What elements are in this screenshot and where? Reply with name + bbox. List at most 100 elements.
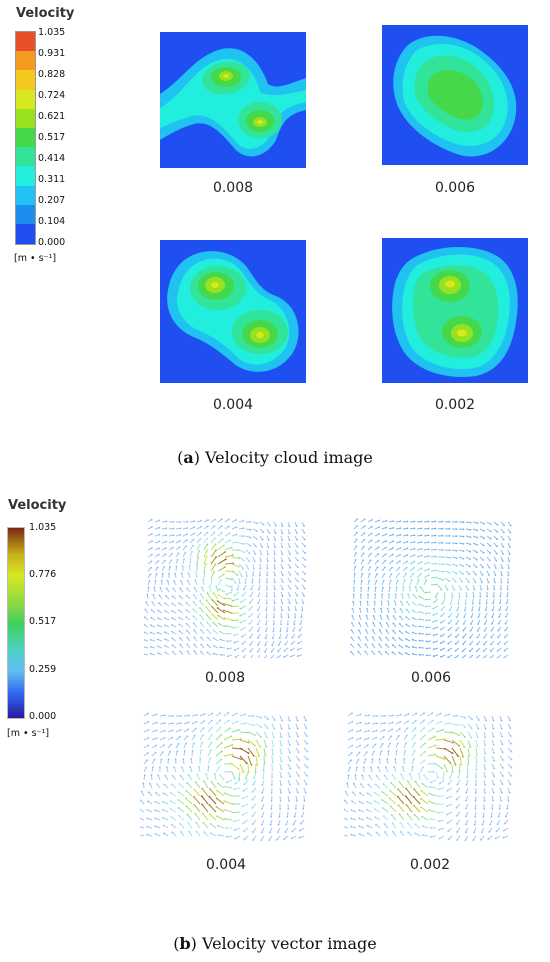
velocity-arrowhead — [206, 537, 209, 540]
velocity-arrowhead — [178, 616, 180, 619]
velocity-arrowhead — [216, 607, 219, 609]
velocity-arrowhead — [462, 528, 465, 531]
velocity-arrowhead — [509, 539, 512, 541]
velocity-arrowhead — [238, 778, 240, 780]
velocity-arrow — [483, 739, 486, 746]
velocity-arrow — [239, 763, 244, 773]
velocity-arrowhead — [465, 791, 468, 794]
velocity-arrowhead — [224, 551, 226, 553]
velocity-arrowhead — [361, 572, 364, 575]
velocity-arrow — [203, 822, 209, 829]
velocity-arrowhead — [196, 563, 198, 566]
velocity-arrow — [411, 758, 415, 765]
velocity-arrowhead — [171, 650, 174, 653]
velocity-arrow — [196, 550, 200, 558]
velocity-arrow — [435, 747, 446, 750]
velocity-arrowhead — [452, 741, 454, 744]
velocity-arrowhead — [179, 830, 182, 833]
velocity-arrowhead — [218, 588, 221, 591]
velocity-arrow — [140, 834, 145, 837]
vector-panel-label: 0.004 — [205, 857, 247, 873]
velocity-arrowhead — [165, 534, 168, 536]
velocity-arrowhead — [201, 787, 204, 790]
velocity-arrowhead — [154, 579, 157, 582]
velocity-arrow — [255, 723, 262, 728]
velocity-arrowhead — [375, 736, 378, 739]
velocity-arrow — [374, 800, 381, 805]
velocity-arrowhead — [288, 727, 291, 730]
velocity-arrowhead — [147, 720, 150, 723]
velocity-arrow — [214, 773, 217, 781]
velocity-arrowhead — [503, 822, 506, 825]
velocity-arrowhead — [504, 629, 506, 632]
velocity-arrow — [451, 747, 459, 757]
velocity-arrowhead — [213, 645, 215, 647]
velocity-arrowhead — [165, 527, 168, 530]
velocity-arrow — [200, 593, 205, 600]
velocity-arrowhead — [234, 837, 237, 840]
velocity-arrowhead — [266, 574, 269, 577]
velocity-arrowhead — [252, 754, 255, 757]
velocity-arrow — [435, 729, 444, 733]
velocity-arrowhead — [146, 809, 149, 811]
velocity-arrowhead — [471, 602, 474, 605]
velocity-arrowhead — [355, 552, 357, 554]
velocity-arrowhead — [156, 631, 159, 634]
velocity-arrowhead — [483, 636, 486, 639]
velocity-arrowhead — [372, 614, 375, 617]
velocity-arrowhead — [164, 553, 167, 556]
legend-a-swatch — [16, 89, 35, 109]
velocity-arrowhead — [469, 746, 472, 748]
velocity-arrowhead — [356, 518, 359, 520]
velocity-arrowhead — [163, 624, 166, 627]
velocity-arrowhead — [427, 527, 430, 530]
velocity-arrowhead — [413, 749, 416, 752]
velocity-arrowhead — [299, 623, 302, 626]
velocity-arrowhead — [358, 833, 361, 835]
velocity-arrowhead — [266, 581, 268, 584]
velocity-arrowhead — [482, 650, 485, 653]
velocity-arrowhead — [192, 544, 194, 547]
velocity-arrowhead — [354, 572, 356, 575]
velocity-arrowhead — [276, 656, 279, 658]
velocity-arrowhead — [279, 808, 281, 810]
velocity-arrow — [140, 817, 145, 821]
velocity-arrow — [435, 591, 439, 598]
velocity-arrowhead — [378, 758, 381, 760]
velocity-arrowhead — [162, 816, 164, 819]
velocity-arrowhead — [206, 636, 209, 639]
velocity-arrowhead — [392, 520, 395, 522]
velocity-arrowhead — [248, 629, 251, 632]
velocity-arrowhead — [303, 538, 306, 541]
velocity-arrow — [248, 605, 254, 611]
velocity-arrowhead — [158, 547, 160, 550]
velocity-arrowhead — [240, 628, 243, 631]
velocity-arrowhead — [385, 540, 387, 542]
velocity-arrowhead — [297, 642, 300, 645]
velocity-arrowhead — [399, 527, 402, 529]
velocity-arrow — [234, 591, 240, 596]
velocity-arrow — [405, 795, 413, 805]
velocity-arrowhead — [503, 524, 505, 527]
velocity-arrowhead — [449, 603, 452, 605]
velocity-arrowhead — [493, 759, 496, 762]
velocity-arrow — [240, 605, 247, 610]
velocity-arrowhead — [428, 809, 431, 811]
velocity-arrowhead — [357, 643, 360, 646]
velocity-arrowhead — [436, 803, 439, 805]
velocity-arrowhead — [267, 539, 270, 541]
velocity-arrowhead — [475, 776, 477, 779]
velocity-arrowhead — [361, 566, 364, 568]
velocity-arrowhead — [280, 792, 282, 794]
velocity-arrow — [201, 795, 209, 805]
velocity-arrowhead — [351, 752, 353, 754]
velocity-arrowhead — [434, 548, 437, 551]
velocity-arrowhead — [206, 531, 209, 534]
velocity-arrow — [144, 639, 149, 642]
vector-panel-0004 — [140, 712, 309, 842]
velocity-arrowhead — [506, 595, 508, 598]
legend-a-tick: 0.311 — [38, 174, 66, 185]
caption-a-letter: a — [183, 448, 194, 467]
velocity-arrow — [443, 722, 451, 725]
velocity-arrow — [219, 588, 226, 593]
